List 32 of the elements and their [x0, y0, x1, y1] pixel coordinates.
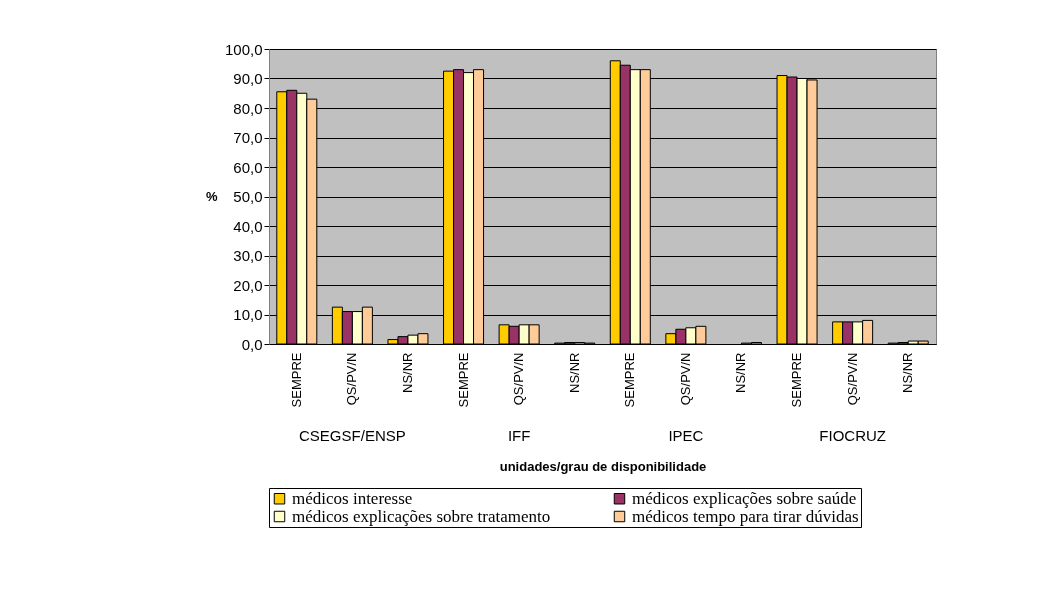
y-tick-label: 80,0 — [233, 99, 263, 117]
y-tick-label: 20,0 — [233, 276, 263, 294]
legend-label: médicos interesse — [292, 488, 413, 508]
x-tick-label: NS/NR — [733, 352, 749, 393]
x-tick-label: SEMPRE — [622, 352, 638, 408]
x-tick-label: NS/NR — [566, 352, 582, 393]
y-tick-label: 90,0 — [233, 70, 263, 87]
x-axis-title: unidades/grau de disponibilidade — [499, 459, 707, 475]
x-tick-label: NS/NR — [900, 352, 916, 393]
x-tick-label: QS/PV/N — [344, 352, 360, 406]
x-tick-label: SEMPRE — [288, 352, 304, 408]
x-tick-label: QS/PV/N — [677, 352, 693, 406]
text: FIOCRUZ — [819, 427, 886, 444]
y-tick-label: 70,0 — [233, 129, 263, 146]
y-tick-label: 10,0 — [233, 306, 263, 323]
x-tick-label: QS/PV/N — [844, 352, 860, 406]
y-tick-label: 0,0 — [241, 335, 263, 353]
legend-label: médicos explicações sobre tratamento — [292, 506, 551, 526]
y-tick-label: 40,0 — [233, 217, 263, 235]
x-tick-label: QS/PV/N — [511, 352, 527, 406]
x-tick-label: SEMPRE — [455, 352, 471, 408]
text: CSEGSF/ENSP — [299, 427, 406, 444]
y-tick-label: 100,0 — [224, 40, 263, 58]
x-tick-label: NS/NR — [399, 352, 415, 393]
text: IFF — [507, 427, 531, 444]
legend-label: médicos explicações sobre saúde — [632, 488, 857, 508]
y-tick-label: 50,0 — [233, 188, 263, 205]
text: IPEC — [668, 427, 704, 444]
x-tick-label: SEMPRE — [789, 352, 805, 408]
y-tick-label: 30,0 — [233, 247, 263, 264]
y-tick-label: 60,0 — [233, 158, 263, 176]
y-axis-title: % — [205, 189, 218, 204]
